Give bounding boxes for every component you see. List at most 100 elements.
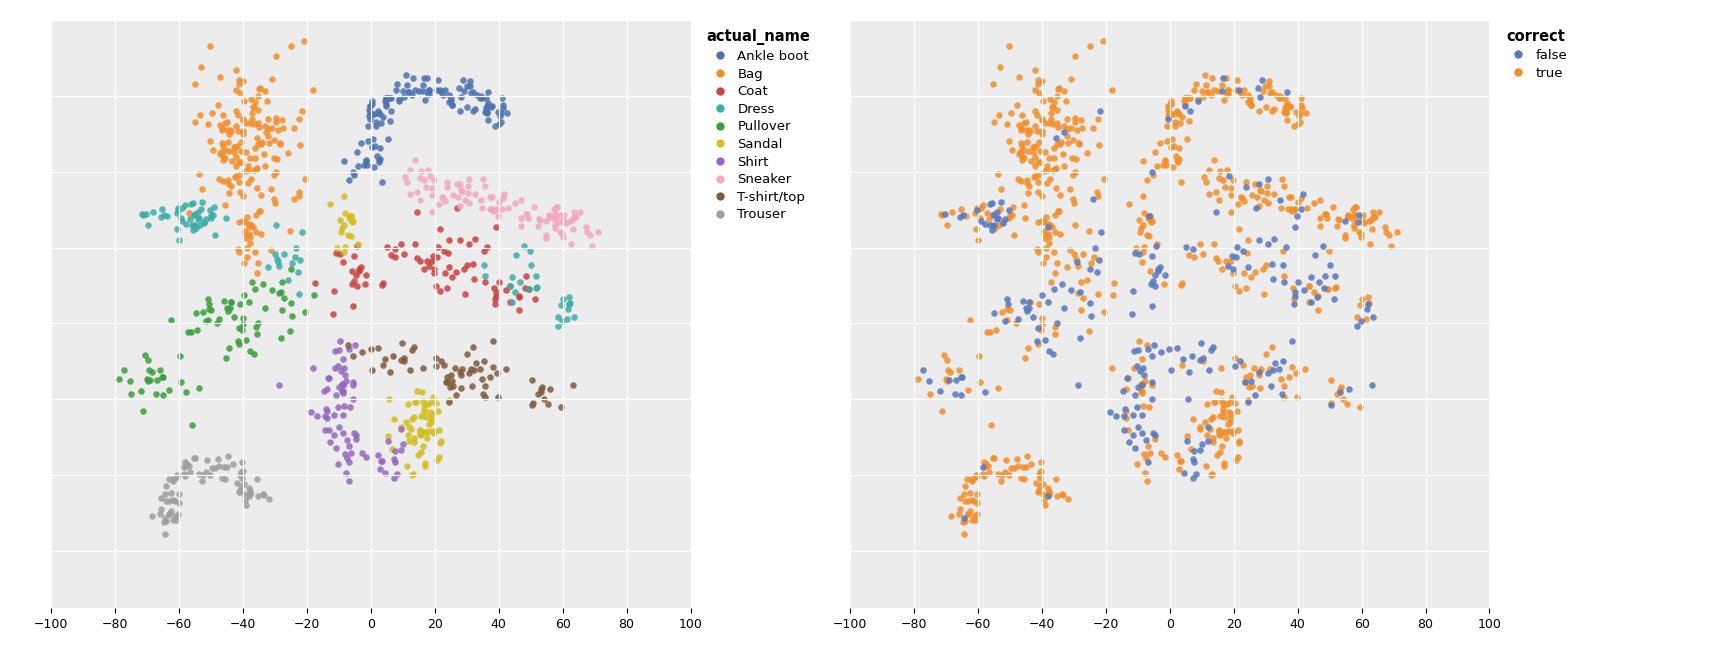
Point (178, 326, 205, 337)
Point (334, 229, 361, 240)
Point (1044, 122, 1072, 132)
Point (972, 459, 1000, 470)
Point (529, 382, 556, 393)
Point (226, 75, 253, 86)
Point (1286, 108, 1313, 118)
Point (428, 355, 455, 366)
Point (1270, 102, 1298, 113)
Point (526, 214, 553, 225)
Point (484, 392, 512, 403)
Point (484, 368, 512, 379)
Point (175, 207, 202, 218)
Point (190, 217, 217, 228)
Point (228, 325, 255, 336)
Point (1217, 183, 1245, 194)
Point (197, 213, 224, 224)
Point (286, 289, 313, 299)
Point (1178, 444, 1205, 454)
Point (967, 203, 995, 214)
Point (1334, 398, 1361, 409)
Point (435, 261, 462, 272)
Point (1070, 293, 1097, 303)
Point (1188, 86, 1216, 97)
Point (947, 493, 974, 504)
Point (1347, 228, 1375, 239)
Point (979, 197, 1007, 208)
Point (904, 374, 931, 385)
Point (1210, 94, 1238, 105)
Point (158, 488, 185, 498)
Point (967, 376, 995, 387)
Point (1234, 261, 1262, 272)
Point (192, 467, 219, 478)
Point (1154, 110, 1181, 121)
Point (974, 461, 1002, 472)
Point (1269, 388, 1296, 399)
Point (1111, 425, 1138, 436)
Point (1323, 220, 1351, 231)
Point (204, 318, 231, 329)
Point (1186, 422, 1214, 432)
Point (555, 303, 582, 314)
Point (238, 108, 265, 118)
Point (522, 293, 550, 304)
Point (546, 216, 574, 227)
Point (981, 117, 1008, 128)
Point (236, 228, 264, 239)
Point (134, 376, 161, 387)
Point (1138, 350, 1166, 361)
Point (1200, 397, 1228, 407)
Point (1089, 36, 1116, 47)
Point (990, 470, 1017, 480)
Point (438, 100, 466, 111)
Point (957, 315, 984, 325)
Point (358, 98, 385, 109)
Point (1282, 222, 1310, 232)
Point (161, 496, 188, 506)
Point (181, 307, 209, 318)
Point (259, 73, 286, 84)
Point (229, 115, 257, 126)
Point (411, 461, 438, 472)
Point (252, 126, 279, 137)
Point (978, 420, 1005, 431)
Point (450, 264, 478, 275)
Point (1084, 114, 1111, 125)
Point (228, 472, 255, 483)
Point (1317, 375, 1344, 385)
Point (414, 164, 442, 175)
Point (955, 509, 983, 520)
Point (1043, 490, 1070, 501)
Point (1115, 199, 1142, 210)
Point (558, 379, 586, 390)
Point (1185, 96, 1212, 107)
Point (1174, 116, 1202, 127)
Point (1260, 274, 1287, 285)
Point (1032, 212, 1060, 222)
Point (224, 110, 252, 121)
Point (1005, 148, 1032, 159)
Point (197, 210, 224, 220)
Point (449, 75, 476, 86)
Point (1246, 184, 1274, 195)
Point (484, 197, 512, 208)
Point (433, 372, 461, 383)
Point (1267, 93, 1294, 104)
Point (457, 88, 484, 98)
Point (1339, 203, 1366, 214)
Point (409, 80, 437, 91)
Point (474, 242, 502, 253)
Point (151, 529, 178, 540)
Point (483, 287, 510, 297)
Point (402, 253, 430, 264)
Point (484, 106, 512, 117)
Point (1195, 189, 1222, 200)
Point (164, 509, 192, 520)
Point (1056, 184, 1084, 194)
Point (1183, 468, 1210, 479)
Point (1186, 238, 1214, 249)
Point (479, 336, 507, 347)
Point (933, 220, 960, 230)
Point (247, 205, 274, 216)
Point (409, 73, 437, 84)
